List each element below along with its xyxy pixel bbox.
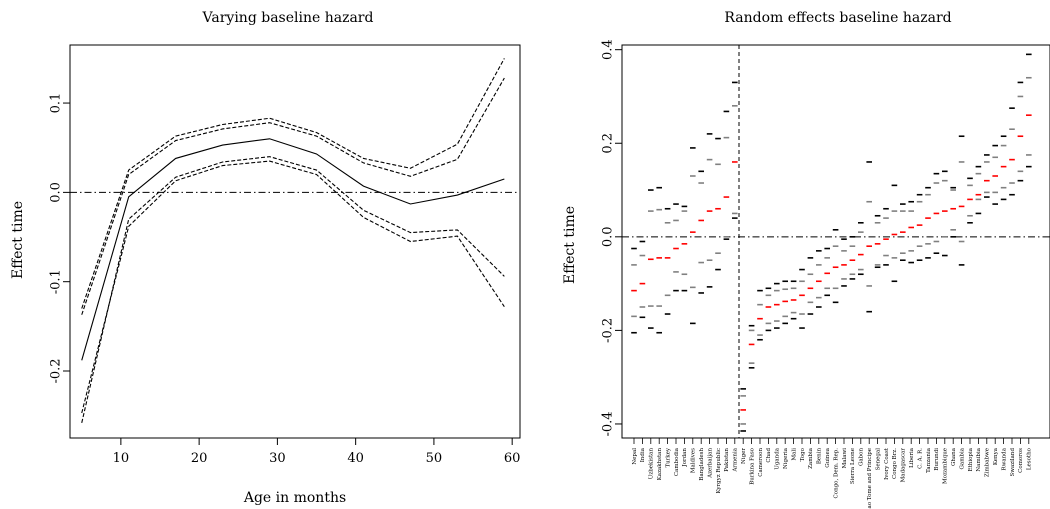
country-label: Ivory Coast [884,447,890,480]
right-x-axis: Nepal India Uzbekistan Kazakhstan Turkey Camb… [632,438,1033,509]
country-label: Azerbaijan [707,448,713,479]
right-y-axis: -0.4 -0.2 0.0 0.2 0.4 [601,39,622,437]
country-label: Burkina Faso [749,447,755,484]
country-label: Ethiopia [968,447,974,471]
country-label: Uzbekistan [649,448,655,480]
country-label: Benin [817,448,823,465]
country-label: Zimbabwe [985,448,991,477]
country-label: Lesotho [1027,447,1033,470]
country-label: India [640,447,646,462]
left-chart-title: Varying baseline hazard [202,10,374,26]
right-chart: Random effects baseline hazard Effect ti… [562,10,1050,509]
country-label: Kenya [993,447,999,465]
right-y-tick-label: -0.4 [601,411,616,436]
country-label: Gabon [859,448,865,467]
country-label: Sierra Leone [850,448,856,484]
country-label: Swaziland [1010,448,1016,477]
left-y-axis-label: Effect time [10,201,26,279]
left-x-tick-label: 50 [426,451,443,466]
left-band-line [81,58,505,309]
country-label: Rwanda [1001,447,1007,470]
left-lines [70,58,520,423]
country-label: Sao Tome and Principe [867,448,873,509]
country-label: Tanzania [926,447,932,473]
right-y-tick-label: 0.2 [601,133,616,154]
country-label: C. A. R. [917,448,923,469]
country-label: Nigeria [783,447,789,469]
country-label: Kyrgyz Republic [716,448,722,493]
country-label: Congo Brz. [892,448,898,479]
country-label: Senegal [875,448,881,471]
left-x-tick-label: 40 [347,451,364,466]
country-label: Cameroon [758,448,764,477]
country-label: Cambodia [674,447,680,476]
left-y-tick-label: -0.2 [49,358,64,383]
left-band-line [81,156,505,423]
left-x-axis-label: Age in months [243,490,346,506]
left-estimate-line [81,138,505,361]
country-label: Namibia [976,447,982,471]
left-x-tick-label: 20 [191,451,208,466]
country-label: Armenia [733,447,739,472]
left-plot-frame [69,44,521,439]
left-y-axis: -0.2 -0.1 0.0 0.1 [49,93,70,384]
country-label: Malawi [842,448,848,469]
country-label: Guinea [825,447,831,467]
country-label: Ghana [951,447,957,466]
left-x-axis: 10 20 30 40 50 60 [113,438,521,466]
left-x-tick-label: 30 [269,451,286,466]
right-y-axis-label: Effect time [562,206,578,284]
country-label: Maldives [691,448,697,473]
right-y-tick-label: -0.2 [601,318,616,343]
left-y-tick-label: -0.1 [49,269,64,294]
country-label: Niger [741,448,747,464]
country-label: Jordan [682,448,688,468]
right-plot-frame [621,44,1050,439]
country-label: Kazakhstan [657,448,663,481]
country-label: Comoros [1018,448,1024,473]
country-label: Chad [766,448,772,463]
left-chart: Varying baseline hazard Age in months Ef… [10,10,521,506]
country-label: Mali [791,448,797,461]
left-band-line [81,77,505,315]
country-label: Togo [800,447,806,461]
right-y-tick-label: 0.0 [601,226,616,247]
country-label: Turkey [665,447,671,467]
country-label: Uganda [775,447,781,469]
right-marks [622,45,1050,438]
country-label: Burundi [934,448,940,471]
country-label: Pakistan [724,448,730,472]
country-label: Madagascar [901,448,907,483]
country-label: Bangladesh [699,448,705,481]
country-label: Nepal [632,448,638,465]
left-y-tick-label: 0.0 [49,182,64,203]
left-x-tick-label: 10 [113,451,130,466]
left-y-tick-label: 0.1 [49,93,64,114]
left-x-tick-label: 60 [504,451,521,466]
country-label: Congo, Dem. Rep. [833,448,839,499]
country-label: Liberia [909,447,915,468]
right-y-tick-label: 0.4 [601,39,616,60]
right-chart-title: Random effects baseline hazard [724,10,951,26]
left-band-line [81,160,505,414]
country-label: Gambia [959,447,965,469]
country-label: Zambia [808,447,814,469]
country-label: Mozambique [943,448,949,484]
